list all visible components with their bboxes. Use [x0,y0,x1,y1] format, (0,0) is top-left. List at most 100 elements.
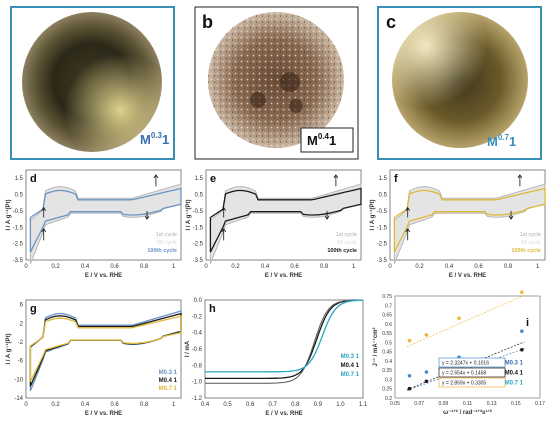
x-tick-label: 0 [388,264,392,270]
legend-entry: M0.4 1 [159,378,178,384]
arrow-oxide-down-head [324,215,330,220]
y-tick-label: -1.5 [13,225,24,231]
x-tick-label: 0.6 [110,402,119,408]
photo-panel-b: b M0.41 [194,6,359,160]
data-point [424,333,429,337]
series-line [205,299,363,373]
legend-1st-cycle: 1st cycle [156,232,177,238]
panel-letter-c: c [386,12,396,32]
x-axis-label: ω⁻¹ᐟ² / rad⁻¹ᐟ²s¹ᐟ² [443,409,492,416]
legend-50-cycle: 50 cycle [337,240,357,246]
arrow-oxide-down-head [508,215,514,220]
y-tick-label: 1.5 [195,176,204,182]
photo-panel-c: c M0.71 [377,6,542,160]
legend-1st-cycle: 1st cycle [520,232,541,238]
cv-panel-d: d 1.5 0.5 -0.5 -1.5 -2.5 -3.50 0.2 0.4 0.6 0.8 1 E /… [5,169,182,279]
x-tick-label: 0.2 [51,264,60,270]
x-tick-label: 0.15 [511,401,521,407]
y-tick-label: 0.5 [379,193,388,199]
plot-frame [394,295,541,399]
panel-letter-h: h [209,303,216,315]
x-tick-label: 0.8 [504,264,513,270]
x-tick-label: 0 [204,264,208,270]
y-tick-label: 1.5 [379,176,388,182]
y-tick-label: 0.3 [385,377,392,383]
y-tick-label: 1.5 [15,176,24,182]
y-tick-label: -0.5 [377,209,388,215]
y-axis-label: J⁻¹ / mA⁻¹cm² [372,327,379,366]
data-point [424,379,429,384]
y-tick-label: 0.65 [382,313,392,319]
x-tick-label: 0.4 [261,264,270,270]
legend-1st-cycle: 1st cycle [336,232,357,238]
legend-entry: M0.7 1 [341,372,360,378]
y-tick-label: -1.0 [192,380,203,386]
legend-100th-cycle: 100th cycle [511,248,541,254]
x-tick-label: 0.8 [320,264,329,270]
y-axis-label: I / mA [185,340,191,357]
x-tick-label: 0.8 [291,402,300,408]
x-tick-label: 0.13 [487,401,497,407]
y-axis-label: I / A g⁻¹(Pt) [5,333,12,364]
data-point [520,329,524,334]
plot-frame [25,169,182,261]
x-axis-label: E / V vs. RHE [449,273,486,279]
y-tick-label: 0.5 [195,193,204,199]
y-tick-label: -0.2 [192,314,203,320]
x-tick-label: 1 [352,264,356,270]
x-tick-label: 1 [536,264,540,270]
y-tick-label: 0.0 [194,298,203,304]
legend-entry: M0.4 1 [505,371,524,377]
y-axis-label: I / A g⁻¹(Pt) [5,199,12,230]
x-tick-label: 0.4 [81,402,90,408]
orr-panel-h: h 0.0 -0.2 -0.4 -0.6 -0.8 -1.0 -1.20.4 0.5 0.6 0.7… [185,298,368,417]
y-tick-label: -3.5 [193,258,204,264]
fit-equation-box [438,367,506,378]
y-tick-label: 0.25 [382,387,392,393]
x-tick-label: 0.11 [463,401,473,407]
x-tick-label: 0.4 [445,264,454,270]
series-line [205,299,363,384]
fit-equation: y = 2.3247x + 0.1016 [442,361,489,367]
y-tick-label: -2.5 [13,242,24,248]
y-tick-label: -2.5 [377,242,388,248]
arrow-oxide-up-head [333,174,339,179]
x-tick-label: 0.7 [269,402,278,408]
legend-entry: M0.3 1 [505,361,524,367]
x-axis-label: E / V vs. RHE [265,411,302,417]
y-tick-label: -0.4 [192,331,203,337]
x-tick-label: 0.2 [51,402,60,408]
legend-100th-cycle: 100th cycle [327,248,357,254]
y-tick-label: 0.2 [385,396,392,402]
y-tick-label: -2.5 [193,242,204,248]
photo-label-b: M0.41 [307,132,336,148]
cv-compare-panel-g: g6 2 -2 -6 -10 -140 0.2 0.4 0.6 0.8 1 E / V vs. RHE… [5,299,182,417]
photo-label-a: M0.31 [140,131,169,147]
legend-entry: M0.7 1 [159,386,178,392]
y-tick-label: -0.8 [192,363,203,369]
y-tick-label: -0.5 [193,209,204,215]
panel-letter-d: d [30,173,37,185]
x-tick-label: 0.6 [474,264,483,270]
x-tick-label: 0.9 [314,402,323,408]
y-tick-label: 0.75 [382,294,392,300]
x-tick-label: 1 [172,264,176,270]
y-tick-label: -1.5 [377,225,388,231]
x-tick-label: 0 [24,402,28,408]
fit-equation: y = 2.859x + 0.3305 [442,381,486,387]
x-tick-label: 0.6 [290,264,299,270]
y-tick-label: -14 [14,396,23,402]
x-tick-label: 0.4 [201,402,210,408]
legend-entry: M0.3 1 [341,354,360,360]
koutecky-levich-panel-i: i 0.75 0.7 0.65 0.6 0.55 0.5 0.45 0.4 0.35 0.3 0.25… [372,290,545,416]
y-tick-label: -0.6 [192,347,203,353]
fit-equation-box [438,357,506,368]
y-tick-label: -6 [18,359,24,365]
x-tick-label: 0.17 [535,401,545,407]
x-tick-label: 0.5 [223,402,232,408]
y-tick-label: -3.5 [13,258,24,264]
legend-entry: M0.4 1 [341,363,360,369]
plot-frame [389,169,546,261]
x-tick-label: 1 [172,402,176,408]
